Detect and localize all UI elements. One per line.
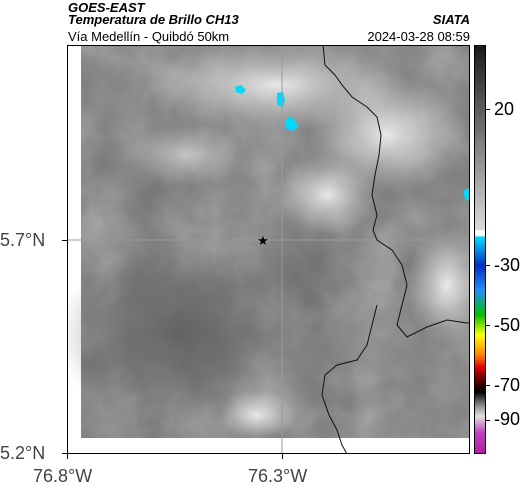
colorbar-label: -70: [494, 375, 521, 395]
organization-label: SIATA: [432, 12, 470, 27]
colorbar-tick: [485, 109, 490, 110]
lon-tick: [67, 454, 68, 459]
lat-tick: [62, 240, 67, 241]
colorbar-tick: [485, 385, 490, 386]
cold-cloud-patches: [235, 85, 470, 201]
cloud-field: [67, 45, 470, 440]
colorbar-tick: [485, 265, 490, 266]
location-star-icon: ★: [257, 233, 269, 248]
colorbar-label: -50: [494, 315, 521, 335]
lat-tick: [62, 453, 67, 454]
lon-label-left: 76.8°W: [33, 466, 93, 486]
colorbar: [474, 45, 486, 454]
lon-tick: [282, 454, 283, 459]
route-subtitle: Vía Medellín - Quibdó 50km: [68, 29, 230, 44]
lat-label-bottom: 5.2°N: [0, 443, 46, 463]
colorbar-label: 20: [494, 99, 515, 119]
colorbar-tick: [485, 325, 490, 326]
map-canvas: ★: [67, 45, 470, 454]
colorbar-label: -90: [494, 409, 521, 429]
border-line: [321, 304, 378, 454]
colorbar-label: -30: [494, 255, 521, 275]
product-title: Temperatura de Brillo CH13: [68, 12, 239, 27]
satellite-map: ★: [67, 45, 470, 454]
colorbar-tick: [485, 420, 490, 421]
lat-label-top: 5.7°N: [0, 230, 46, 250]
satellite-title: GOES-EAST: [68, 0, 145, 15]
border-line: [322, 45, 470, 338]
lon-label-right: 76.3°W: [248, 466, 308, 486]
timestamp-label: 2024-03-28 08:59: [367, 29, 470, 44]
